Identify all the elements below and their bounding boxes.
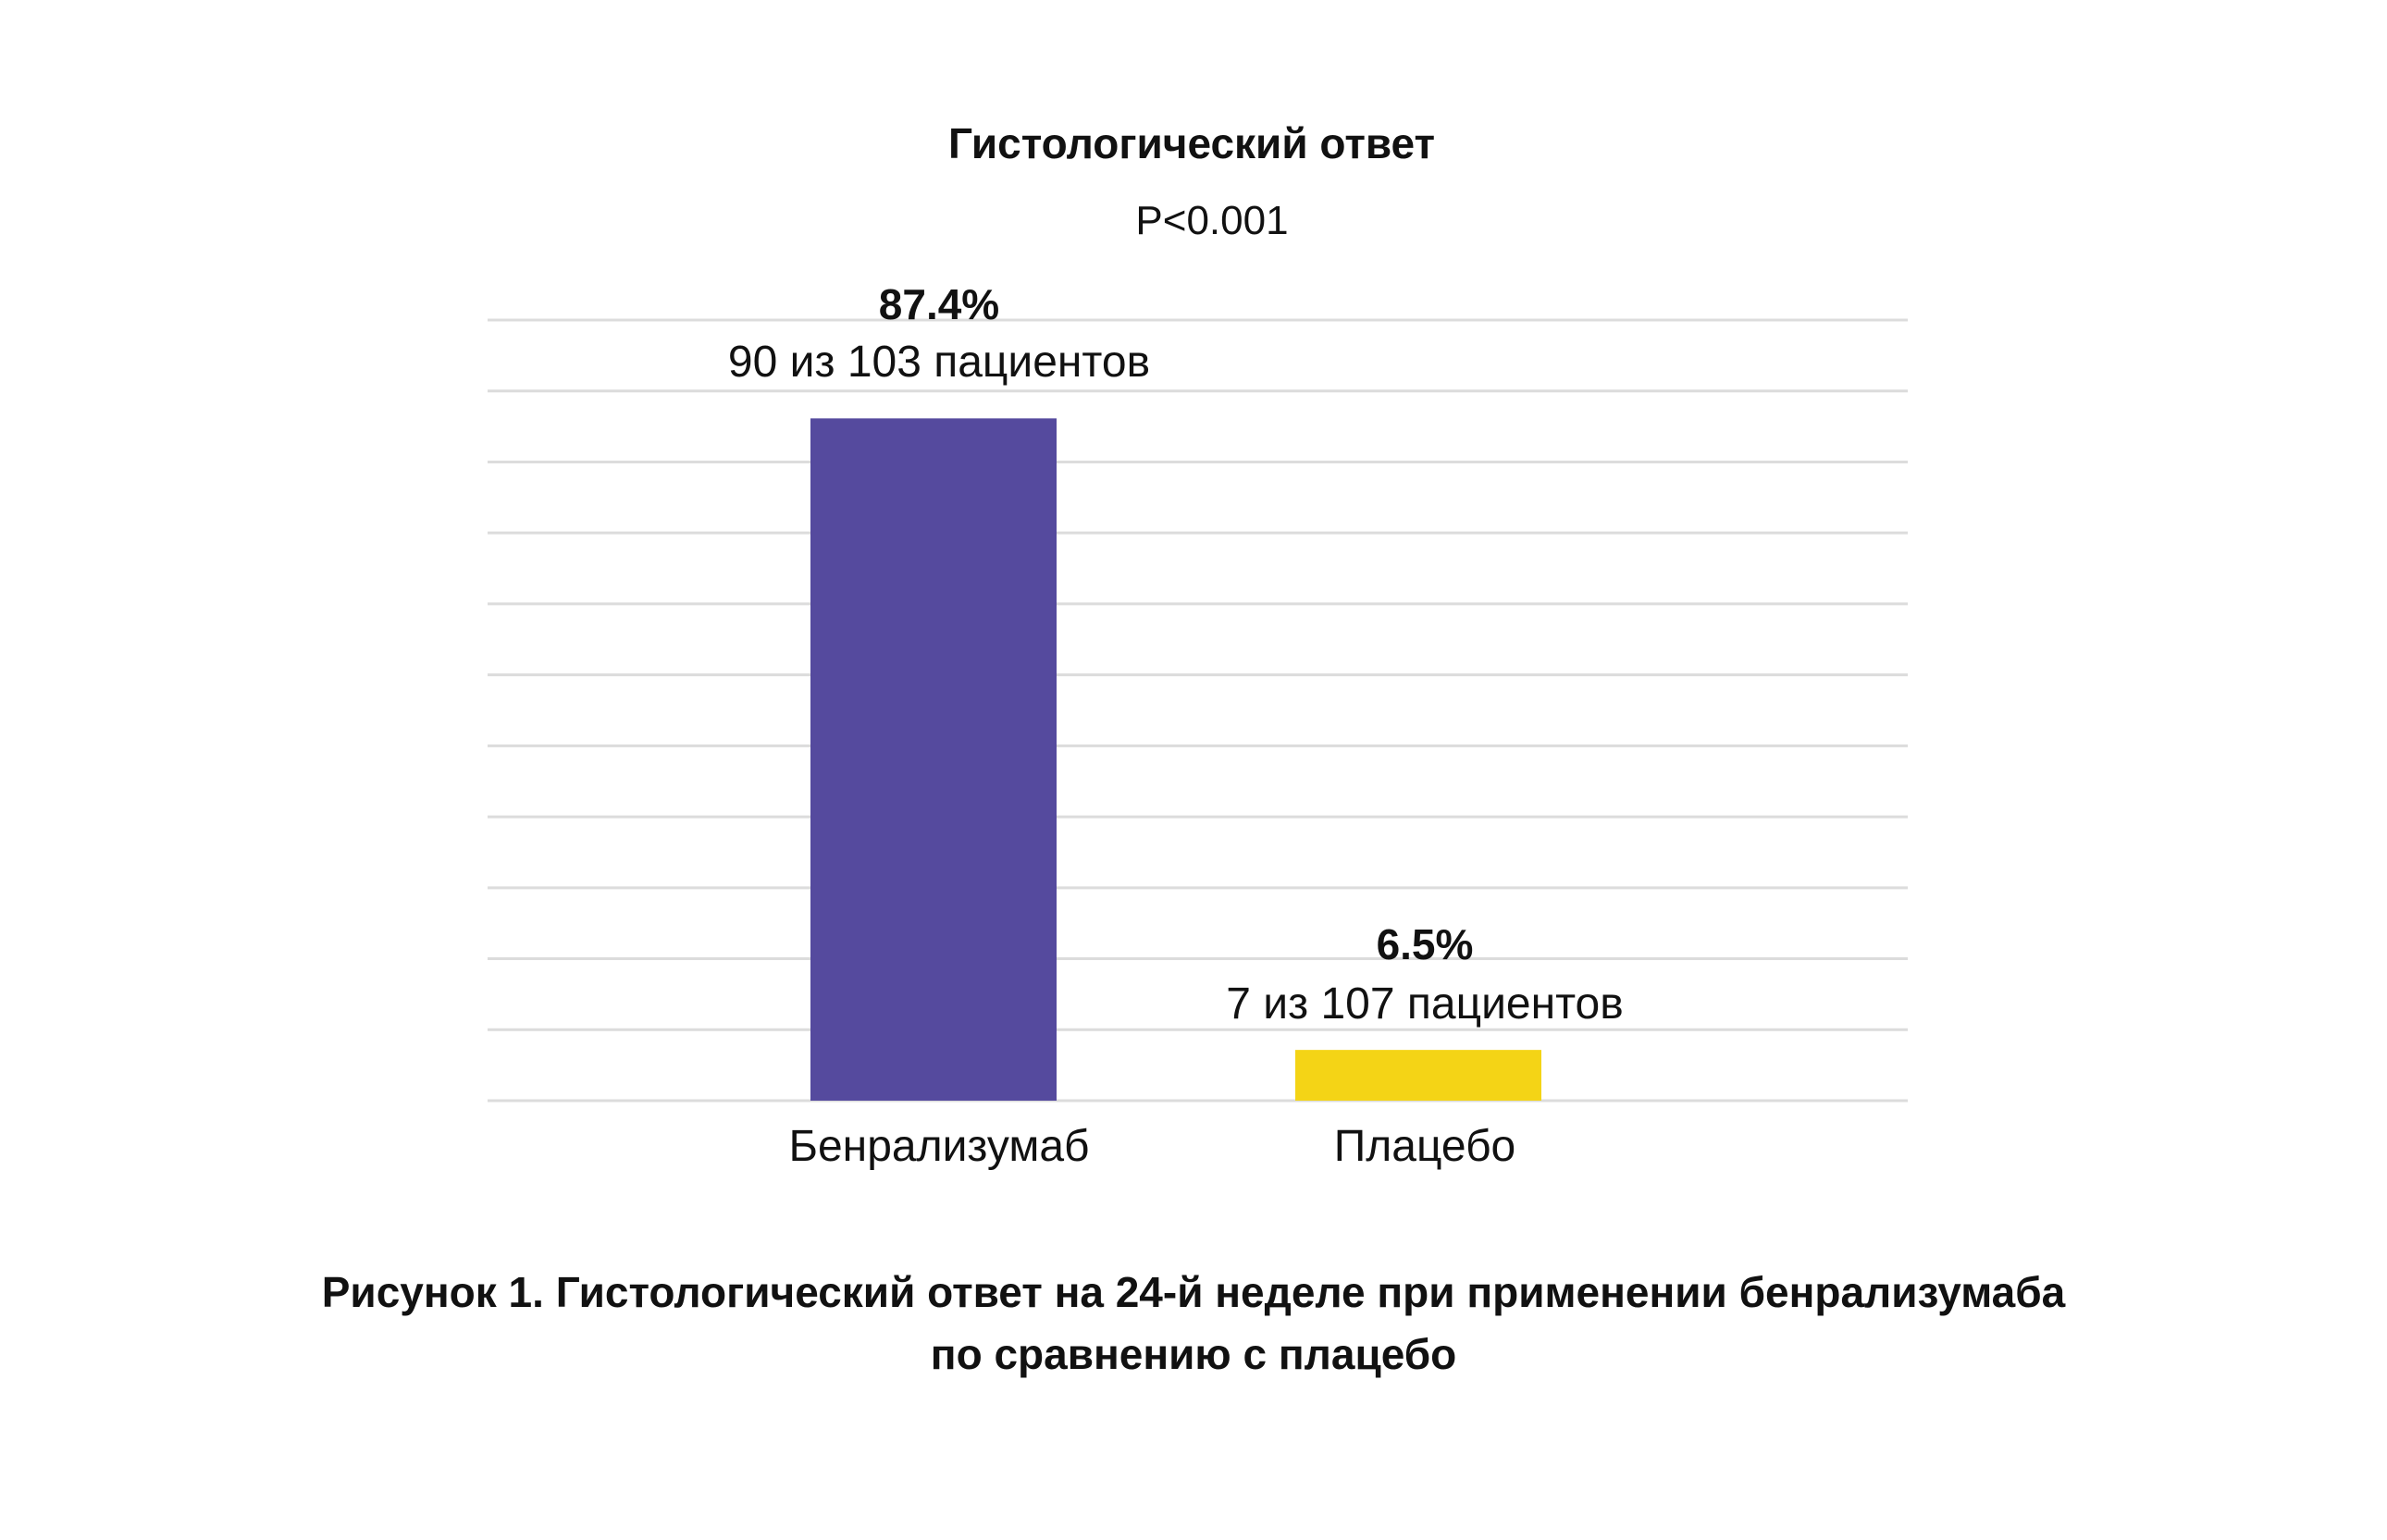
value-label-benralizumab: 87.4%: [878, 280, 1000, 328]
chart-subtitle: P<0.001: [1135, 198, 1289, 243]
figure-caption-line1: Рисунок 1. Гистологический ответ на 24-й…: [321, 1268, 2066, 1316]
chart-title: Гистологический ответ: [947, 119, 1436, 167]
category-label-benralizumab: Бенрализумаб: [788, 1122, 1090, 1171]
count-label-benralizumab: 90 из 103 пациентов: [727, 338, 1151, 387]
count-label-placebo: 7 из 107 пациентов: [1226, 979, 1624, 1029]
bar-benralizumab: [810, 418, 1057, 1101]
figure-caption-line2: по сравнению с плацебо: [930, 1330, 1457, 1378]
bar-placebo: [1295, 1050, 1541, 1101]
value-label-placebo: 6.5%: [1376, 920, 1474, 968]
category-label-placebo: Плацебо: [1333, 1122, 1516, 1171]
